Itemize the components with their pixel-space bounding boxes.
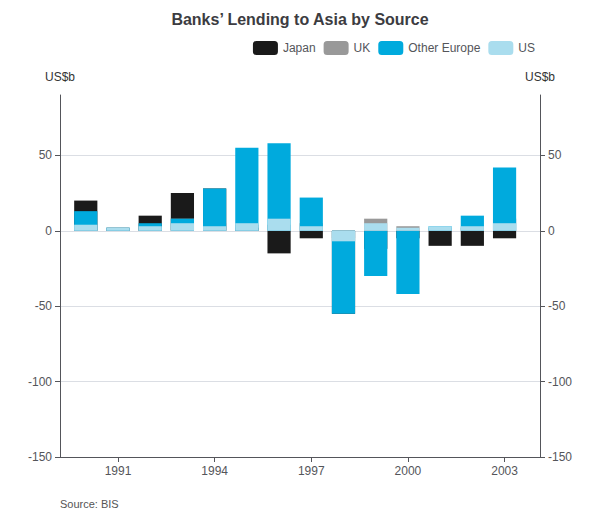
svg-text:-50: -50: [35, 299, 53, 313]
svg-text:50: 50: [39, 148, 53, 162]
svg-text:1997: 1997: [298, 464, 325, 478]
svg-text:2003: 2003: [491, 464, 518, 478]
svg-text:US$b: US$b: [45, 70, 75, 84]
svg-text:US$b: US$b: [525, 70, 555, 84]
svg-text:Banks’ Lending to Asia by Sour: Banks’ Lending to Asia by Source: [171, 11, 428, 28]
svg-text:Source: BIS: Source: BIS: [60, 498, 119, 510]
svg-text:-150: -150: [548, 450, 572, 464]
svg-text:-150: -150: [28, 450, 52, 464]
svg-text:US: US: [518, 41, 535, 55]
svg-text:2000: 2000: [395, 464, 422, 478]
svg-text:0: 0: [548, 224, 555, 238]
svg-text:1994: 1994: [201, 464, 228, 478]
svg-text:UK: UK: [354, 41, 371, 55]
svg-text:1991: 1991: [105, 464, 132, 478]
svg-text:Japan: Japan: [283, 41, 316, 55]
svg-text:50: 50: [548, 148, 562, 162]
svg-text:0: 0: [45, 224, 52, 238]
svg-text:-100: -100: [548, 375, 572, 389]
svg-text:-50: -50: [548, 299, 566, 313]
svg-text:-100: -100: [28, 375, 52, 389]
svg-text:Other Europe: Other Europe: [408, 41, 480, 55]
